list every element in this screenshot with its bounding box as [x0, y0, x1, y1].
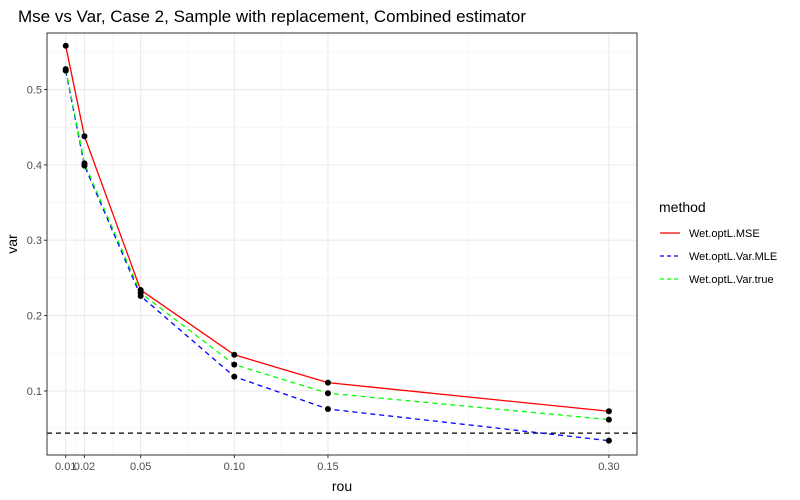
legend-items: Wet.optL.MSE Wet.optL.Var.MLE Wet.optL.Var…: [660, 228, 777, 286]
data-point: [81, 160, 88, 167]
data-point: [62, 66, 69, 73]
series-line-1: [65, 45, 609, 412]
y-tick-label: 0.4: [27, 160, 42, 172]
grid-lines: [47, 33, 637, 455]
series-layer: [65, 45, 609, 442]
data-point: [81, 133, 88, 140]
x-tick-label: 0.10: [224, 461, 245, 473]
plot-border: [46, 32, 638, 456]
y-axis-title: var: [4, 234, 20, 254]
data-point: [62, 42, 69, 49]
legend-title: method: [659, 199, 706, 215]
x-tick-label: 0.02: [74, 461, 95, 473]
x-tick-label: 0.05: [130, 461, 151, 473]
axis-ticks: 0.1 0.2 0.3 0.4 0.5 0.010.02 0.05 0.10 0.15 0.30: [27, 85, 620, 473]
data-point: [605, 416, 612, 423]
legend-label-1: Wet.optL.MSE: [689, 228, 760, 240]
y-tick-label: 0.5: [27, 85, 42, 97]
data-point: [231, 373, 238, 380]
data-point: [231, 361, 238, 368]
points-layer: [62, 42, 612, 444]
data-point: [605, 437, 612, 444]
y-tick-label: 0.1: [27, 386, 42, 398]
plot-panel: [47, 33, 637, 455]
y-tick-label: 0.2: [27, 311, 42, 323]
data-point: [231, 351, 238, 358]
data-point: [137, 289, 144, 296]
chart-title: Mse vs Var, Case 2, Sample with replacem…: [18, 7, 526, 26]
data-point: [324, 406, 331, 413]
data-point: [605, 408, 612, 415]
x-tick-label: 0.30: [598, 461, 619, 473]
data-point: [324, 379, 331, 386]
x-tick-label: 0.15: [317, 461, 338, 473]
legend-label-3: Wet.optL.Var.true: [689, 274, 774, 286]
x-tick-label: 0.01: [55, 461, 76, 473]
legend: method Wet.optL.MSEWet.optL.Var.MLEWet.o…: [659, 199, 777, 286]
legend-label-2: Wet.optL.Var.MLE: [689, 251, 777, 263]
series-line-2: [65, 70, 609, 442]
y-tick-label: 0.3: [27, 235, 42, 247]
x-axis-title: rou: [332, 478, 352, 494]
data-point: [324, 390, 331, 397]
plot-background: [47, 33, 637, 455]
